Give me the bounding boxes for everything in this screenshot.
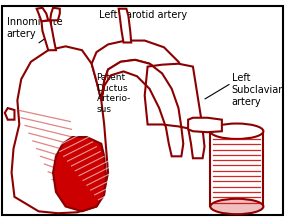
Text: Left
Subclavian
artery: Left Subclavian artery [232,73,285,107]
Polygon shape [145,64,203,129]
Polygon shape [101,60,183,156]
Ellipse shape [210,124,263,139]
Polygon shape [42,20,56,50]
Text: Innominate
artery: Innominate artery [7,17,62,39]
Text: Left carotid artery: Left carotid artery [99,10,187,20]
Polygon shape [12,46,108,213]
Bar [210,131,263,206]
Polygon shape [119,9,131,42]
Polygon shape [188,118,222,132]
Polygon shape [5,108,14,120]
Polygon shape [37,8,48,21]
Polygon shape [53,137,106,211]
Polygon shape [50,8,60,20]
Ellipse shape [210,199,263,214]
Text: Patent
Ductus
Arterio-
sus: Patent Ductus Arterio- sus [96,73,131,114]
Polygon shape [92,41,204,158]
